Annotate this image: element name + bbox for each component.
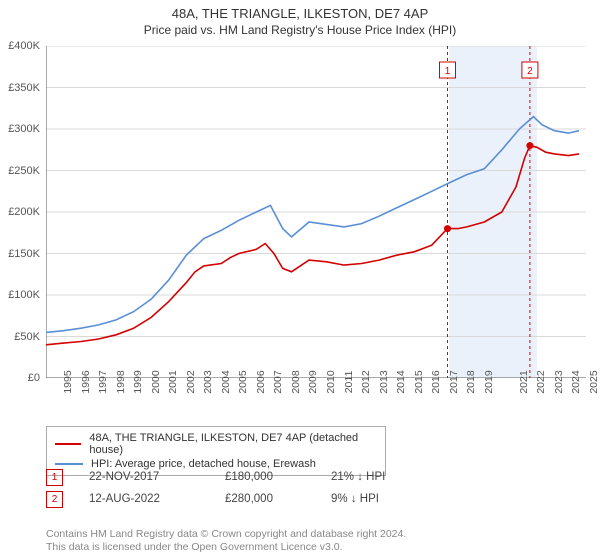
sale-date: 22-NOV-2017 — [89, 471, 199, 483]
svg-text:1: 1 — [445, 66, 451, 77]
y-tick-label: £100K — [8, 289, 40, 301]
y-tick-label: £350K — [8, 82, 40, 94]
sale-row: 2 12-AUG-2022 £280,000 9% ↓ HPI — [46, 488, 385, 510]
chart-subtitle: Price paid vs. HM Land Registry's House … — [0, 21, 600, 37]
sale-date: 12-AUG-2022 — [89, 493, 199, 505]
chart-root: { "title": "48A, THE TRIANGLE, ILKESTON,… — [0, 0, 600, 560]
footer-line-1: Contains HM Land Registry data © Crown c… — [46, 528, 406, 541]
y-tick-label: £400K — [8, 40, 40, 52]
legend-swatch — [55, 443, 81, 445]
y-tick-label: £50K — [14, 331, 40, 343]
legend-label: 48A, THE TRIANGLE, ILKESTON, DE7 4AP (de… — [89, 432, 377, 456]
y-tick-label: £150K — [8, 248, 40, 260]
sales-table: 1 22-NOV-2017 £180,000 21% ↓ HPI 2 12-AUG-202… — [46, 466, 385, 510]
x-tick-label: 2019 — [467, 370, 495, 393]
sale-delta: 21% ↓ HPI — [331, 471, 385, 483]
y-tick-label: £300K — [8, 123, 40, 135]
sale-price: £280,000 — [225, 493, 305, 505]
y-tick-label: £250K — [8, 165, 40, 177]
sale-marker-box: 1 — [46, 469, 63, 486]
y-tick-label: £200K — [8, 206, 40, 218]
x-tick-label: 2025 — [572, 370, 600, 393]
sale-marker-box: 2 — [46, 491, 63, 508]
y-tick-label: £0 — [28, 372, 40, 384]
sale-row: 1 22-NOV-2017 £180,000 21% ↓ HPI — [46, 466, 385, 488]
svg-text:2: 2 — [527, 66, 533, 77]
chart-title: 48A, THE TRIANGLE, ILKESTON, DE7 4AP — [0, 0, 600, 21]
plot-svg: 12 — [46, 46, 586, 378]
x-axis: 1995199619971998199920002001200220032004… — [46, 380, 586, 424]
sale-delta: 9% ↓ HPI — [331, 493, 379, 505]
footer-line-2: This data is licensed under the Open Gov… — [46, 541, 406, 554]
legend-item: 48A, THE TRIANGLE, ILKESTON, DE7 4AP (de… — [55, 431, 377, 457]
y-axis: £0£50K£100K£150K£200K£250K£300K£350K£400… — [0, 46, 44, 378]
plot-area: 12 — [46, 46, 586, 378]
legend-swatch — [55, 463, 83, 465]
sale-price: £180,000 — [225, 471, 305, 483]
footer: Contains HM Land Registry data © Crown c… — [46, 528, 406, 554]
